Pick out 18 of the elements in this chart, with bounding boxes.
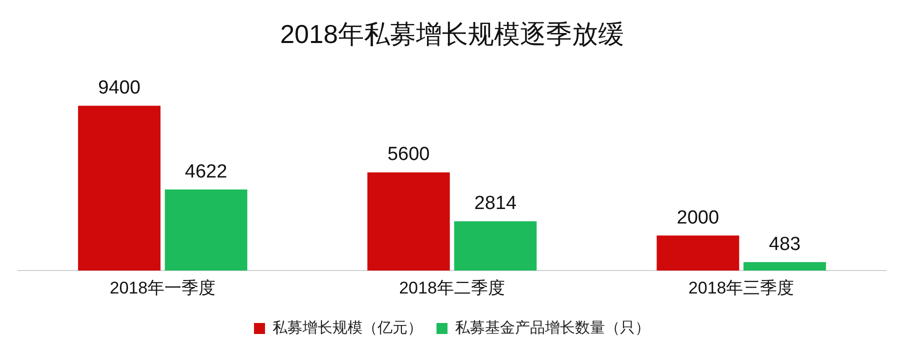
x-tick-label: 2018年二季度 [399,278,505,298]
data-label: 5600 [387,144,430,166]
data-label: 9400 [98,77,140,98]
x-tick-label: 2018年三季度 [688,278,794,298]
bar [78,106,160,271]
data-label: 2000 [676,207,720,228]
bar [656,236,740,271]
data-label: 483 [768,234,801,255]
bar [454,221,537,271]
data-label: 2814 [474,192,517,214]
legend-label: 私募增长规模（亿元） [272,320,422,337]
data-label: 4622 [184,161,228,182]
x-tick-label: 2018年一季度 [110,278,216,298]
bar [367,172,450,271]
bar [744,262,826,271]
legend-label: 私募基金产品增长数量（只） [455,320,650,337]
chart-title: 2018年私募增长规模逐季放缓 [280,18,624,49]
bar [164,190,248,271]
